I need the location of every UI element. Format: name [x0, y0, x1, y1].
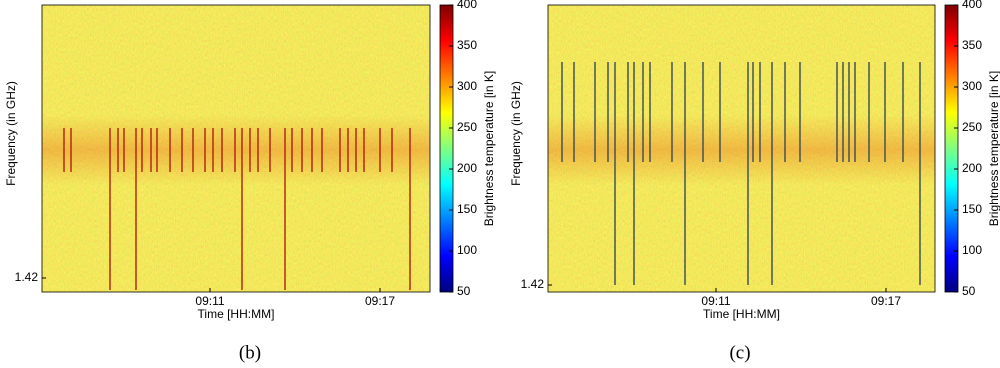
x-axis-label: Time [HH:MM] — [198, 307, 275, 321]
x-axis-label: Time [HH:MM] — [703, 307, 780, 321]
y-tick-label: 1.42 — [521, 277, 545, 291]
rfi-band — [42, 115, 430, 185]
colorbar — [944, 4, 959, 293]
colorbar-label: Brightness temperature [in K] — [482, 71, 496, 226]
x-tick-label: 09:17 — [871, 294, 901, 308]
colorbar-tick-label: 200 — [457, 161, 477, 175]
colorbar-tick-label: 150 — [457, 202, 477, 216]
y-axis-label: Frequency (in GHz) — [4, 81, 18, 186]
plot-frame — [41, 4, 431, 293]
colorbar-tick-label: 350 — [457, 38, 477, 52]
colorbar-tick-label: 400 — [457, 0, 477, 11]
caption: (c) — [729, 342, 750, 363]
colorbar-tick-label: 100 — [457, 243, 477, 257]
x-tick-label: 09:11 — [701, 294, 730, 308]
colorbar-tick-label: 300 — [457, 79, 477, 93]
colorbar-tick-label: 150 — [962, 202, 982, 216]
colorbar-tick-label: 50 — [457, 284, 471, 298]
colorbar — [439, 4, 454, 293]
colorbar-tick-label: 50 — [962, 284, 976, 298]
rfi-band — [548, 115, 935, 185]
caption: (b) — [239, 342, 261, 363]
colorbar-tick-label: 250 — [457, 120, 477, 134]
colorbar-label: Brightness temperature [in K] — [987, 71, 1000, 226]
y-axis-label: Frequency (in GHz) — [509, 81, 523, 186]
colorbar-tick-label: 400 — [962, 0, 982, 11]
colorbar-tick-label: 300 — [962, 79, 982, 93]
colorbar-tick-label: 100 — [962, 243, 982, 257]
colorbar-tick-label: 350 — [962, 38, 982, 52]
plot-frame — [547, 4, 936, 293]
colorbar-tick-label: 200 — [962, 161, 982, 175]
colorbar-tick-label: 250 — [962, 120, 982, 134]
y-tick-label: 1.42 — [15, 270, 39, 284]
x-tick-label: 09:11 — [195, 294, 224, 308]
x-tick-label: 09:17 — [365, 294, 395, 308]
